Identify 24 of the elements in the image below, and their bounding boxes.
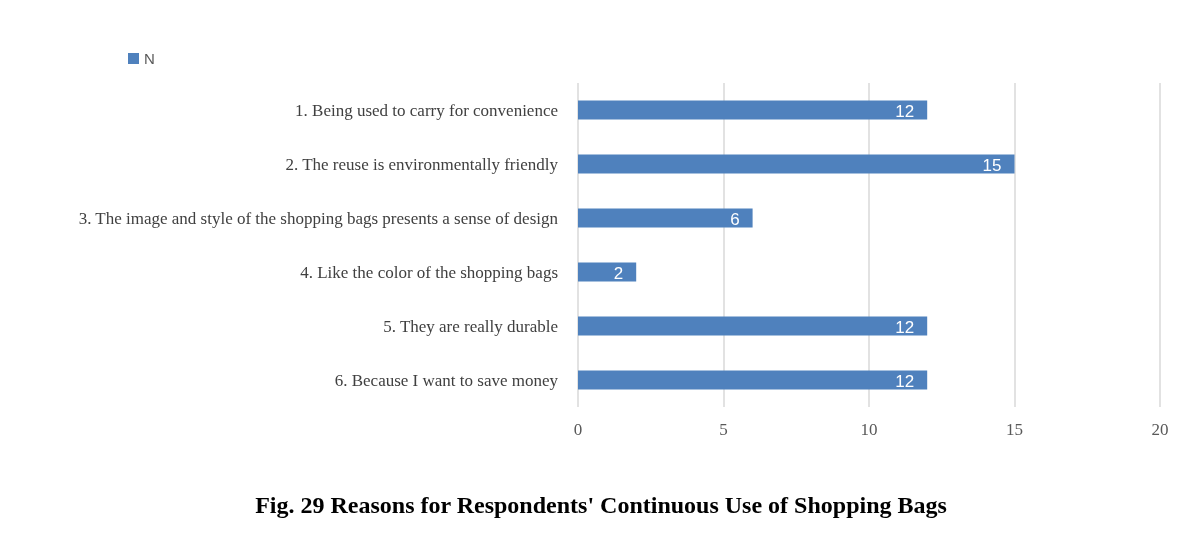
bar [578, 100, 928, 120]
x-tick-label: 0 [573, 420, 583, 439]
bar [578, 316, 928, 336]
data-label: 12 [895, 317, 915, 337]
y-tick-label: 4. Like the color of the shopping bags [300, 262, 558, 282]
data-label: 12 [895, 371, 915, 391]
bar [578, 154, 1015, 174]
x-tick-label: 5 [719, 420, 728, 439]
text: Fig. 29 Reasons for Respondents' Continuous Use of Shopping Bags [255, 492, 947, 518]
bar [578, 370, 928, 390]
x-tick-label: 20 [1151, 420, 1169, 439]
data-label: 6 [730, 209, 740, 229]
y-tick-label: 1. Being used to carry for convenience [295, 100, 558, 120]
legend-label: N [144, 50, 155, 67]
y-tick-label: 5. They are really durable [383, 316, 558, 336]
bar [578, 208, 753, 228]
data-label: 12 [895, 101, 915, 121]
x-tick-label: 15 [1006, 420, 1023, 439]
y-tick-label: 2. The reuse is environmentally friendly [285, 154, 559, 174]
data-label: 2 [613, 263, 624, 283]
y-tick-label: 3. The image and style of the shopping bags presents a sense of design [78, 208, 559, 228]
y-tick-label: 6. Because I want to save money [334, 370, 559, 390]
data-label: 15 [982, 155, 1002, 175]
x-tick-label: 10 [860, 420, 878, 439]
